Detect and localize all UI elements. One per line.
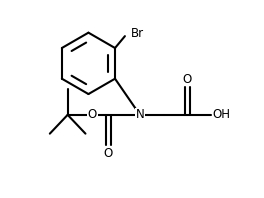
Text: Br: Br [131,27,144,40]
Text: OH: OH [212,108,230,121]
Text: O: O [88,108,97,121]
Text: O: O [183,73,192,86]
Text: O: O [103,147,113,160]
Text: N: N [135,108,144,121]
